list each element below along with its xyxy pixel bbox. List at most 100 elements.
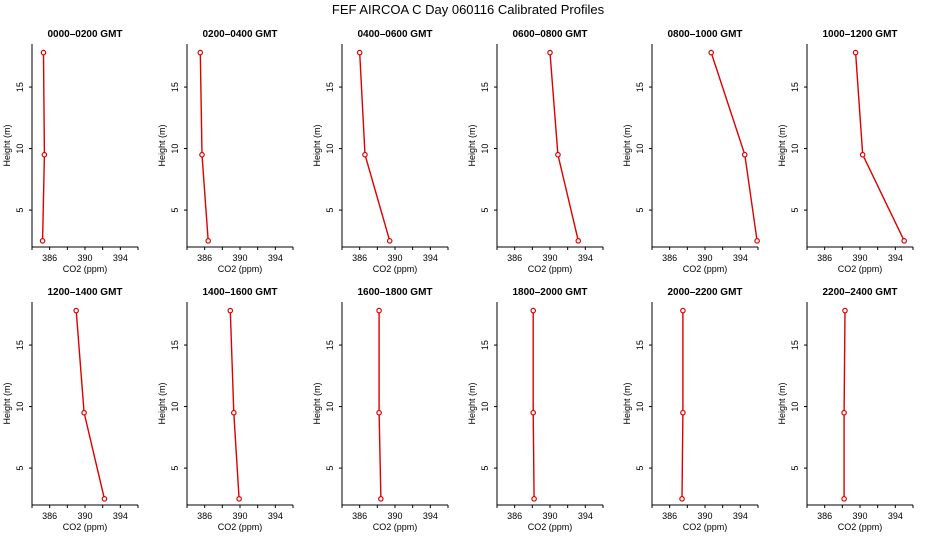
y-axis-label: Height (m) (622, 382, 632, 424)
y-tick-label: 5 (170, 208, 180, 213)
data-point (859, 151, 866, 158)
x-axis-label: CO2 (ppm) (218, 522, 263, 532)
panel-title: 1800–2000 GMT (512, 287, 587, 298)
y-tick-label: 5 (790, 466, 800, 471)
y-tick-label: 10 (15, 144, 25, 154)
x-tick-label: 394 (113, 511, 128, 521)
data-point (362, 151, 368, 158)
x-tick-label: 386 (662, 511, 677, 521)
data-point (530, 409, 537, 416)
y-tick-label: 5 (480, 466, 490, 471)
data-point (101, 496, 108, 502)
panel-title: 0800–1000 GMT (667, 29, 742, 40)
y-axis-label: Height (m) (157, 382, 167, 424)
y-tick-label: 5 (325, 466, 335, 471)
panel-title: 1000–1200 GMT (822, 29, 897, 40)
x-tick-label: 390 (542, 511, 557, 521)
y-tick-label: 5 (635, 466, 645, 471)
y-tick-label: 10 (635, 402, 645, 412)
series-line (199, 52, 209, 241)
x-tick-label: 390 (232, 253, 247, 263)
y-tick-label: 10 (170, 144, 180, 154)
y-tick-label: 10 (480, 144, 490, 154)
x-tick-label: 386 (507, 253, 522, 263)
y-axis-label: Height (m) (777, 124, 787, 166)
x-tick-label: 386 (507, 511, 522, 521)
x-tick-label: 390 (697, 253, 712, 263)
data-point (376, 307, 382, 314)
x-axis-label: CO2 (ppm) (838, 264, 883, 274)
x-axis-label: CO2 (ppm) (63, 522, 108, 532)
panel-5: 1000–1200 GMT 386 390 394 CO2 (ppm) 5 10 15 Heig… (777, 29, 914, 274)
y-tick-label: 15 (15, 82, 25, 92)
x-tick-label: 394 (578, 253, 593, 263)
x-tick-label: 394 (268, 511, 283, 521)
panel-10: 2000–2200 GMT 386 390 394 CO2 (ppm) 5 10 15 Heig… (622, 287, 759, 532)
x-tick-label: 386 (662, 253, 677, 263)
y-tick-label: 15 (635, 340, 645, 350)
y-tick-label: 10 (635, 144, 645, 154)
y-axis-label: Height (m) (467, 382, 477, 424)
x-tick-label: 386 (197, 511, 212, 521)
data-point (378, 496, 384, 502)
data-point (41, 151, 48, 158)
series-line (378, 310, 382, 499)
x-tick-label: 386 (352, 253, 367, 263)
series-line (843, 310, 846, 499)
x-axis-label: CO2 (ppm) (218, 264, 263, 274)
data-point (555, 151, 561, 158)
y-tick-label: 10 (325, 144, 335, 154)
y-tick-label: 10 (480, 402, 490, 412)
y-axis-label: Height (m) (2, 124, 12, 166)
panel-title: 0600–0800 GMT (512, 29, 587, 40)
data-point (680, 409, 686, 416)
panel-grid: 0000–0200 GMT 386 390 394 CO2 (ppm) 5 10 15 Heig… (2, 29, 914, 532)
y-tick-label: 10 (170, 402, 180, 412)
panel-title: 2000–2200 GMT (667, 287, 742, 298)
panel-title: 0000–0200 GMT (47, 29, 122, 40)
panel-title: 0200–0400 GMT (202, 29, 277, 40)
panel-4: 0800–1000 GMT 386 390 394 CO2 (ppm) 5 10 15 Heig… (622, 29, 760, 274)
y-tick-label: 15 (635, 82, 645, 92)
x-axis-label: CO2 (ppm) (528, 264, 573, 274)
y-tick-label: 5 (635, 208, 645, 213)
x-axis-label: CO2 (ppm) (683, 522, 728, 532)
series-line (229, 310, 240, 499)
data-point (741, 151, 748, 158)
x-tick-label: 390 (232, 511, 247, 521)
y-tick-label: 15 (15, 340, 25, 350)
data-point (530, 307, 537, 314)
data-point (754, 238, 760, 244)
y-tick-label: 15 (170, 82, 180, 92)
series-line (41, 52, 46, 241)
x-tick-label: 390 (542, 253, 557, 263)
data-point (680, 307, 686, 314)
x-axis-label: CO2 (ppm) (63, 264, 108, 274)
series-line (359, 52, 391, 241)
y-tick-label: 15 (790, 82, 800, 92)
data-point (39, 238, 46, 244)
y-tick-label: 15 (325, 340, 335, 350)
x-tick-label: 390 (77, 253, 92, 263)
x-tick-label: 390 (852, 253, 867, 263)
panel-title: 1600–1800 GMT (357, 287, 432, 298)
data-point (852, 49, 859, 56)
x-tick-label: 386 (817, 253, 832, 263)
series-line (532, 310, 535, 499)
x-tick-label: 390 (697, 511, 712, 521)
panel-6: 1200–1400 GMT 386 390 394 CO2 (ppm) 5 10 15 Heig… (2, 287, 139, 532)
y-tick-label: 5 (15, 466, 25, 471)
data-point (531, 496, 537, 502)
data-point (40, 49, 47, 56)
y-tick-label: 10 (325, 402, 335, 412)
y-tick-label: 15 (480, 340, 490, 350)
x-tick-label: 394 (733, 511, 748, 521)
data-point (205, 238, 212, 244)
x-tick-label: 386 (817, 511, 832, 521)
y-tick-label: 10 (790, 402, 800, 412)
x-axis-label: CO2 (ppm) (373, 522, 418, 532)
x-axis-label: CO2 (ppm) (528, 522, 573, 532)
panel-title: 0400–0600 GMT (357, 29, 432, 40)
panel-title: 1400–1600 GMT (202, 287, 277, 298)
data-point (73, 307, 79, 314)
